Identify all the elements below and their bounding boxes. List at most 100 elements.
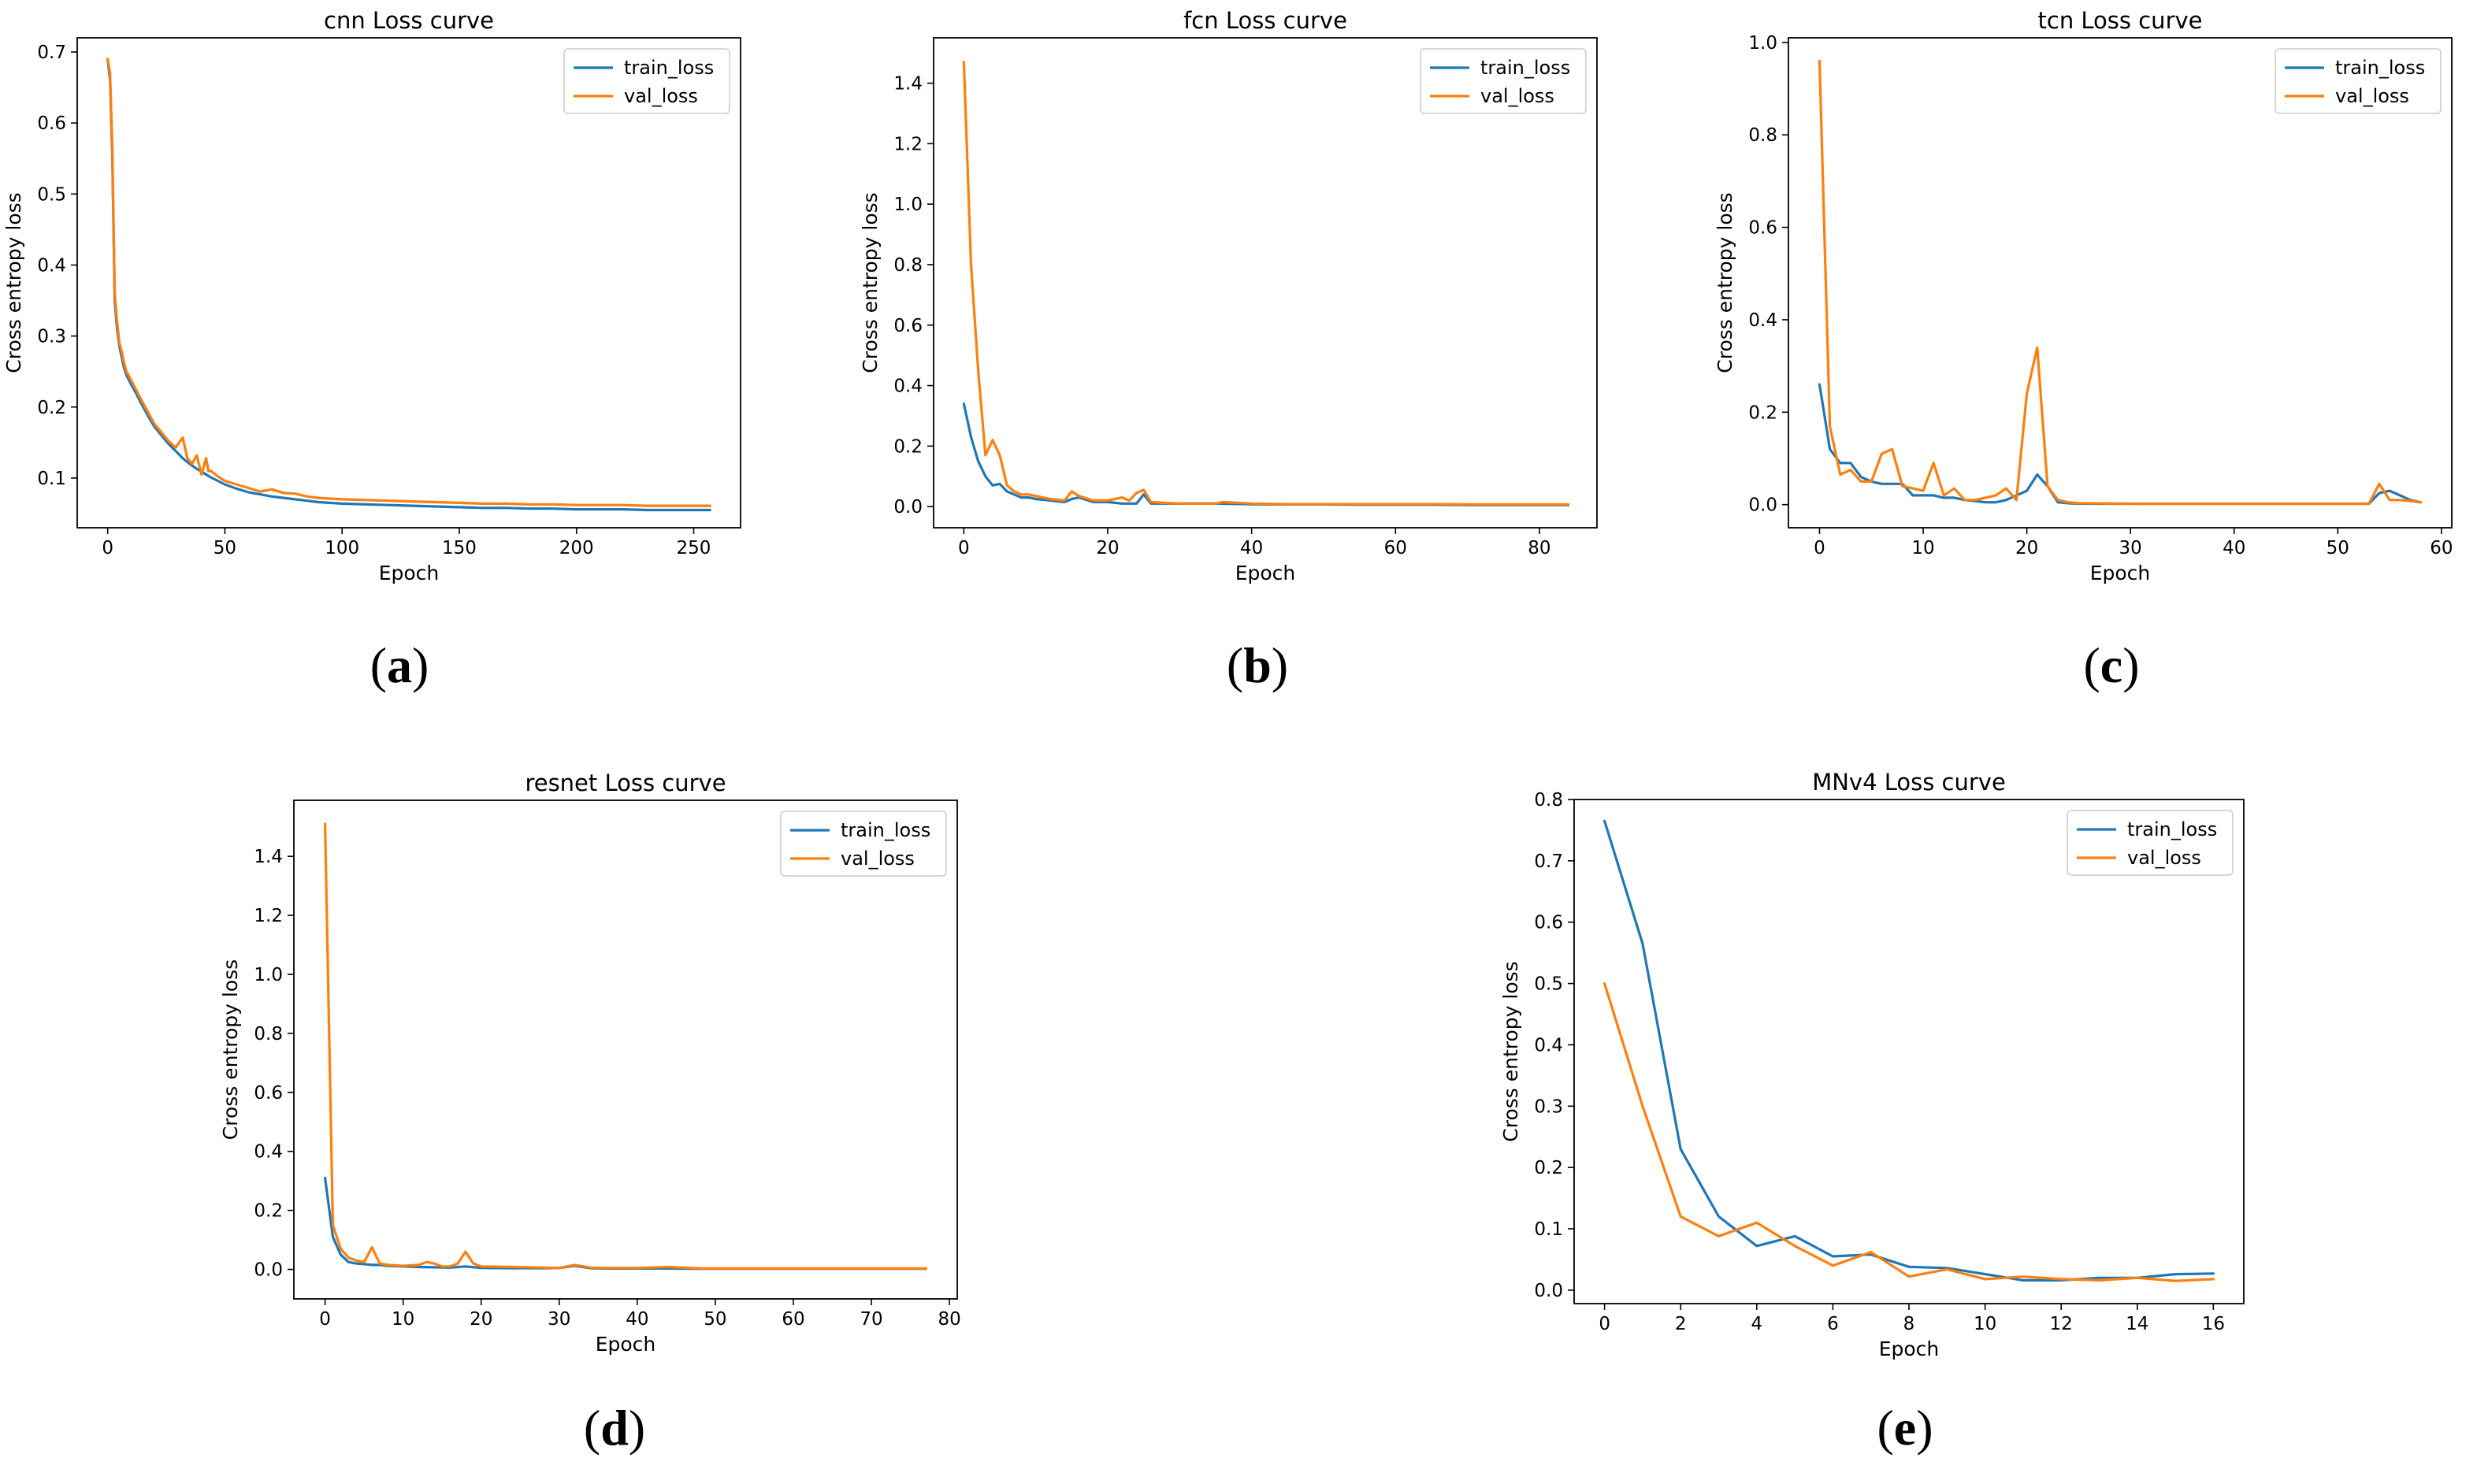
x-tick-label: 4 [1751, 1314, 1762, 1334]
y-tick-label: 0.7 [37, 43, 66, 63]
y-axis-label: Cross entropy loss [1499, 961, 1522, 1141]
y-tick-label: 0.2 [893, 436, 923, 457]
y-tick-label: 0.8 [254, 1024, 283, 1044]
y-tick-label: 0.6 [254, 1083, 283, 1104]
chart-title: MNv4 Loss curve [1812, 769, 2006, 796]
y-tick-label: 0.0 [893, 497, 923, 518]
y-tick-label: 0.4 [254, 1142, 283, 1163]
y-tick-label: 0.0 [1748, 495, 1777, 516]
legend: train_loss val_loss [2067, 810, 2234, 876]
x-tick-label: 0 [102, 538, 113, 558]
x-tick-label: 10 [1911, 538, 1934, 558]
chart-title: resnet Loss curve [525, 770, 726, 796]
y-tick-label: 0.6 [893, 316, 923, 336]
y-tick-label: 0.8 [1748, 125, 1777, 146]
x-axis-label: Epoch [2090, 562, 2151, 584]
y-tick-label: 0.4 [1534, 1035, 1563, 1055]
y-tick-label: 0.4 [37, 255, 66, 276]
y-tick-label: 0.6 [37, 113, 66, 134]
legend-label: val_loss [841, 848, 915, 870]
x-tick-label: 10 [1974, 1314, 1996, 1334]
legend-label: val_loss [1480, 85, 1554, 107]
panel-label-e: (e) [1877, 1400, 1933, 1456]
x-tick-label: 40 [1240, 538, 1263, 558]
x-tick-label: 10 [392, 1309, 414, 1330]
series-line-train_loss [106, 58, 711, 512]
chart-title: cnn Loss curve [324, 7, 494, 34]
x-tick-label: 20 [1096, 538, 1119, 558]
y-tick-label: 0.2 [1534, 1158, 1563, 1178]
chart-title: fcn Loss curve [1183, 7, 1347, 34]
x-tick-label: 60 [1384, 538, 1407, 558]
x-tick-label: 50 [2327, 538, 2349, 558]
panel-label-c: (c) [2083, 637, 2140, 693]
x-tick-label: 40 [626, 1309, 648, 1330]
legend-label: train_loss [2127, 818, 2217, 840]
x-tick-label: 12 [2050, 1314, 2073, 1334]
chart-a: cnn Loss curve 0 50 100 150 200 250 0.1 0.2 0.3 0.… [2, 7, 741, 584]
x-tick-label: 60 [782, 1309, 804, 1330]
y-tick-label: 0.8 [1534, 790, 1563, 811]
y-tick-label: 1.2 [893, 134, 923, 154]
y-tick-label: 0.2 [1748, 403, 1777, 423]
legend-label: train_loss [841, 819, 930, 841]
x-tick-label: 0 [1814, 538, 1825, 558]
legend: train_loss val_loss [1420, 48, 1587, 114]
x-axis-label: Epoch [379, 562, 440, 584]
x-tick-label: 70 [860, 1309, 882, 1330]
x-tick-label: 16 [2202, 1314, 2225, 1334]
x-tick-label: 50 [704, 1309, 726, 1330]
x-tick-label: 6 [1827, 1314, 1839, 1334]
x-tick-label: 30 [548, 1309, 570, 1330]
legend: train_loss val_loss [563, 48, 730, 114]
legend-label: train_loss [624, 57, 714, 79]
y-axis-label: Cross entropy loss [2, 192, 25, 373]
panel-label-d: (d) [583, 1400, 646, 1456]
x-tick-label: 100 [325, 538, 359, 558]
x-tick-label: 250 [677, 538, 711, 558]
x-tick-label: 0 [1599, 1314, 1610, 1334]
legend-label: val_loss [624, 85, 698, 107]
x-tick-label: 50 [214, 538, 236, 558]
chart-b: fcn Loss curve 0 20 40 60 80 0.0 0.2 0.4 0.6 0.8 1.… [859, 7, 1598, 584]
panel-label-b: (b) [1226, 637, 1289, 693]
legend-label: val_loss [2127, 847, 2201, 869]
x-tick-label: 20 [470, 1309, 492, 1330]
x-tick-label: 200 [559, 538, 594, 558]
y-tick-label: 0.1 [37, 469, 66, 489]
x-tick-label: 30 [2119, 538, 2142, 558]
chart-c: tcn Loss curve 0 10 20 30 40 50 60 0.0 0.2 0.4 0.6 0… [1714, 7, 2453, 584]
x-tick-label: 8 [1903, 1314, 1915, 1334]
series-line-val_loss [962, 61, 1570, 506]
y-tick-label: 1.2 [254, 906, 283, 926]
y-tick-label: 0.4 [893, 377, 923, 397]
y-tick-label: 0.3 [37, 327, 66, 347]
y-tick-label: 1.0 [1748, 33, 1777, 54]
legend-label: val_loss [2335, 85, 2409, 107]
x-tick-label: 80 [1528, 538, 1550, 558]
y-tick-label: 0.2 [254, 1201, 283, 1222]
series-line-val_loss [324, 822, 928, 1271]
chart-d: resnet Loss curve 0 10 20 30 40 50 60 70 80 0.0 0.2… [219, 770, 961, 1356]
chart-title: tcn Loss curve [2038, 7, 2203, 34]
y-axis-label: Cross entropy loss [859, 192, 882, 373]
panel-label-a: (a) [370, 637, 429, 693]
x-axis-label: Epoch [1235, 562, 1296, 584]
series-line-val_loss [106, 58, 711, 507]
y-tick-label: 0.0 [254, 1260, 283, 1281]
legend-label: train_loss [2335, 57, 2425, 79]
x-tick-label: 40 [2223, 538, 2245, 558]
plot-frame [933, 37, 1598, 529]
y-tick-label: 0.4 [1748, 310, 1777, 331]
y-tick-label: 1.4 [254, 847, 283, 867]
series-line-train_loss [1602, 819, 2215, 1282]
x-tick-label: 60 [2430, 538, 2453, 558]
plot-frame [1788, 37, 2453, 529]
plot-frame [76, 37, 741, 529]
chart-e: MNv4 Loss curve 0 2 4 6 8 10 12 14 16 0.0 0.1 0.2 0.3… [1499, 769, 2245, 1360]
x-tick-label: 20 [2015, 538, 2038, 558]
legend-label: train_loss [1480, 57, 1570, 79]
x-tick-label: 0 [319, 1309, 331, 1330]
y-tick-label: 0.3 [1534, 1096, 1563, 1117]
